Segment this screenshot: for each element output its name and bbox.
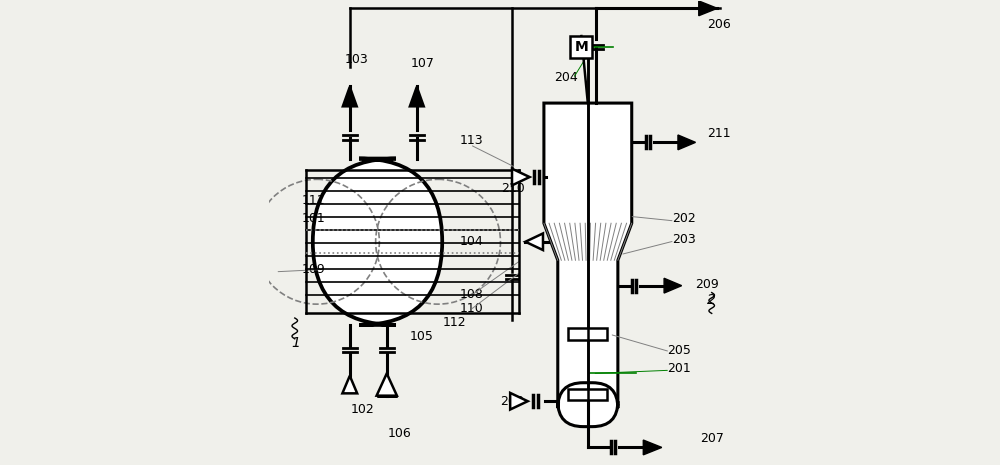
Text: 206: 206 bbox=[707, 18, 731, 31]
Polygon shape bbox=[525, 233, 543, 250]
Text: 204: 204 bbox=[555, 71, 578, 84]
Text: 201: 201 bbox=[667, 362, 691, 375]
Polygon shape bbox=[512, 169, 530, 186]
Text: 108: 108 bbox=[460, 288, 484, 301]
Polygon shape bbox=[699, 1, 717, 16]
Text: 105: 105 bbox=[410, 330, 434, 343]
Text: 107: 107 bbox=[411, 57, 435, 70]
Polygon shape bbox=[678, 135, 696, 150]
Polygon shape bbox=[570, 36, 592, 58]
Text: 112: 112 bbox=[442, 316, 466, 329]
Polygon shape bbox=[568, 388, 607, 400]
Text: 1: 1 bbox=[291, 337, 300, 351]
Polygon shape bbox=[410, 87, 424, 106]
Text: 209: 209 bbox=[695, 278, 719, 291]
Text: 101: 101 bbox=[301, 212, 325, 225]
Text: 2: 2 bbox=[707, 292, 716, 306]
FancyBboxPatch shape bbox=[313, 159, 442, 325]
FancyBboxPatch shape bbox=[558, 383, 618, 426]
Polygon shape bbox=[643, 440, 662, 455]
Text: 109: 109 bbox=[301, 263, 325, 276]
Polygon shape bbox=[510, 393, 528, 410]
Text: 203: 203 bbox=[672, 233, 696, 246]
Polygon shape bbox=[664, 278, 682, 293]
Text: 208: 208 bbox=[501, 395, 524, 408]
Polygon shape bbox=[568, 328, 607, 340]
Text: 102: 102 bbox=[351, 403, 375, 416]
Text: 210: 210 bbox=[501, 182, 524, 195]
Text: 103: 103 bbox=[345, 53, 369, 66]
Polygon shape bbox=[377, 373, 397, 396]
Polygon shape bbox=[342, 376, 357, 393]
Text: 113: 113 bbox=[460, 133, 483, 146]
Text: 111: 111 bbox=[301, 193, 325, 206]
Text: 104: 104 bbox=[460, 235, 484, 248]
Text: 110: 110 bbox=[460, 302, 484, 315]
Text: 202: 202 bbox=[672, 212, 696, 225]
Polygon shape bbox=[343, 87, 357, 106]
Text: 106: 106 bbox=[388, 427, 412, 440]
Text: M: M bbox=[574, 40, 588, 54]
Text: 205: 205 bbox=[667, 344, 691, 357]
Text: 211: 211 bbox=[707, 126, 731, 140]
Text: 207: 207 bbox=[700, 432, 724, 445]
Polygon shape bbox=[544, 103, 632, 401]
